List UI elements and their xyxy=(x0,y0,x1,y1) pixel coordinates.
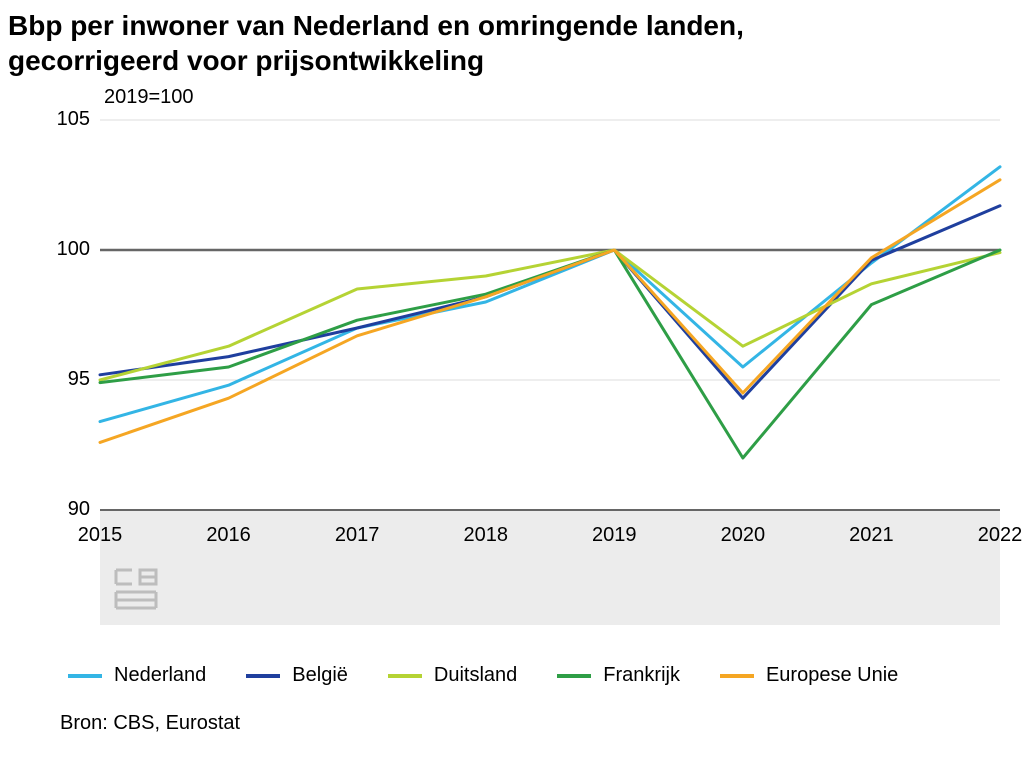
legend-swatch-icon xyxy=(720,674,754,678)
legend-label: België xyxy=(292,664,348,687)
chart-page: { "title_line1": "Bbp per inwoner van Ne… xyxy=(0,0,1024,768)
source-label: Bron: CBS, Eurostat xyxy=(60,712,240,735)
legend-swatch-icon xyxy=(68,674,102,678)
x-tick-label: 2018 xyxy=(456,524,516,547)
legend-label: Frankrijk xyxy=(603,664,680,687)
legend: Nederland België Duitsland Frankrijk Europes… xyxy=(68,664,988,687)
legend-item: Nederland xyxy=(68,664,206,687)
x-tick-label: 2015 xyxy=(70,524,130,547)
legend-swatch-icon xyxy=(388,674,422,678)
y-tick-label: 100 xyxy=(40,238,90,261)
y-tick-label: 95 xyxy=(40,368,90,391)
y-tick-label: 105 xyxy=(40,108,90,131)
legend-item: Europese Unie xyxy=(720,664,898,687)
legend-label: Nederland xyxy=(114,664,206,687)
legend-label: Duitsland xyxy=(434,664,517,687)
legend-item: België xyxy=(246,664,348,687)
x-tick-label: 2020 xyxy=(713,524,773,547)
x-tick-label: 2022 xyxy=(970,524,1024,547)
y-tick-label: 90 xyxy=(40,498,90,521)
legend-item: Duitsland xyxy=(388,664,517,687)
x-tick-label: 2019 xyxy=(584,524,644,547)
x-tick-label: 2017 xyxy=(327,524,387,547)
legend-item: Frankrijk xyxy=(557,664,680,687)
x-tick-label: 2016 xyxy=(199,524,259,547)
x-tick-label: 2021 xyxy=(841,524,901,547)
legend-swatch-icon xyxy=(246,674,280,678)
legend-label: Europese Unie xyxy=(766,664,898,687)
cbs-logo-icon xyxy=(114,568,158,612)
legend-swatch-icon xyxy=(557,674,591,678)
